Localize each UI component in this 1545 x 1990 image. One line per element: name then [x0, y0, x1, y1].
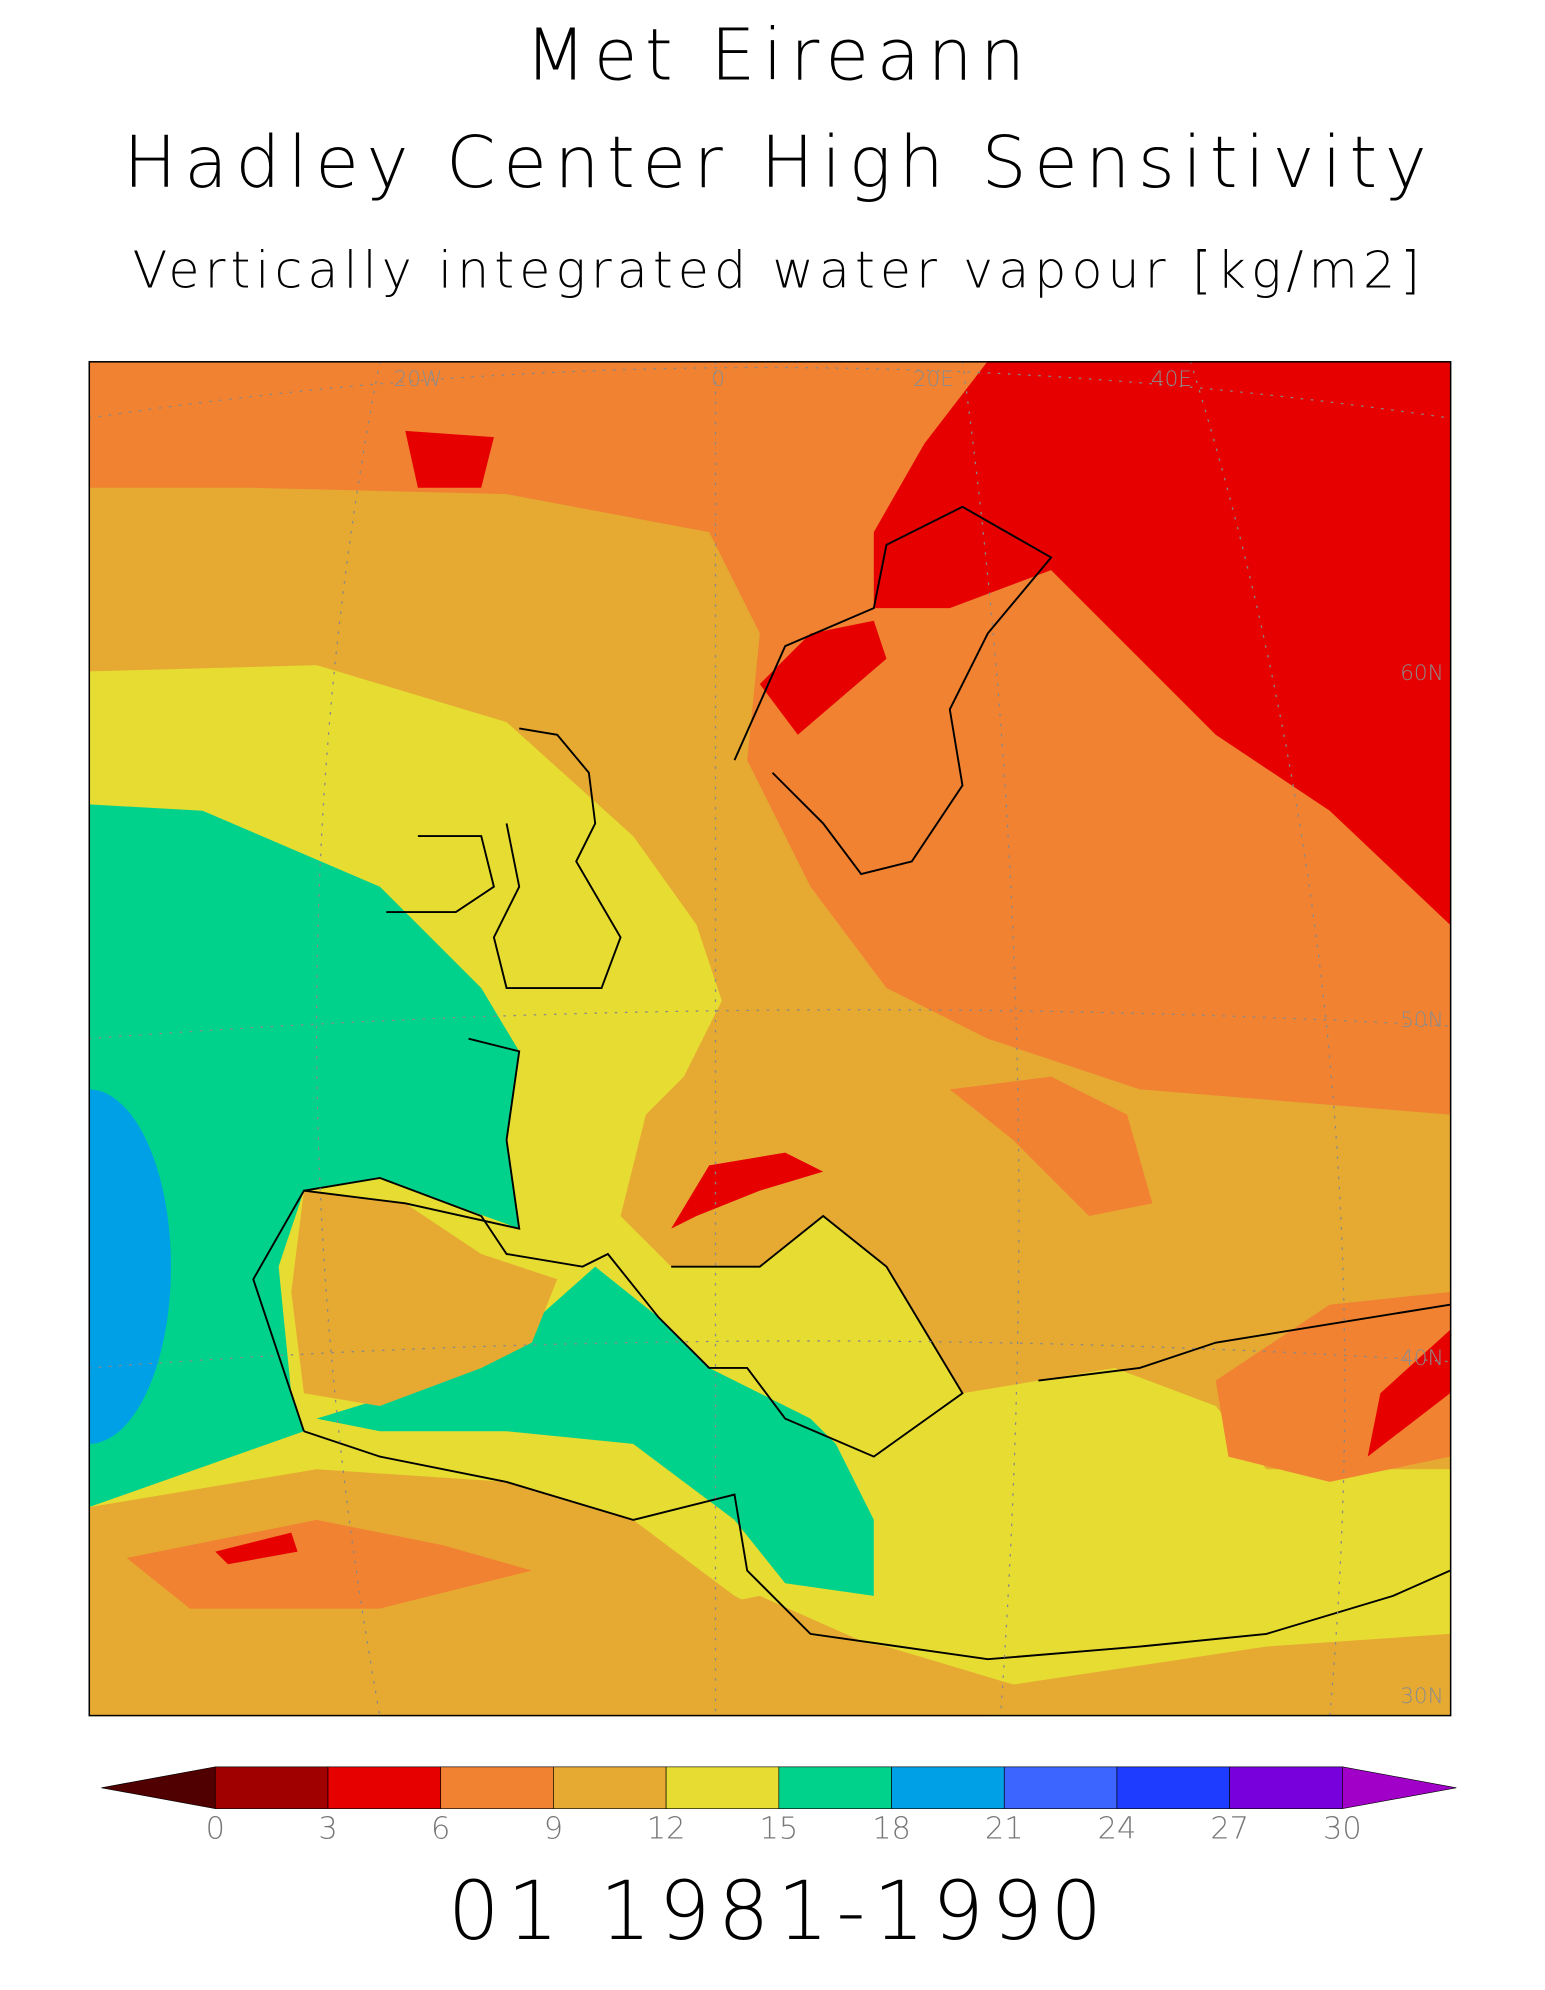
field-region	[873, 361, 1451, 925]
colorbar-tick-label: 0	[206, 1812, 225, 1847]
colorbar-tick-label: 12	[647, 1812, 686, 1847]
colorbar-box	[778, 1766, 892, 1809]
graticule	[88, 1009, 1451, 1040]
coastline	[303, 1177, 964, 1458]
field-region	[291, 1190, 558, 1406]
lon-label: 40E	[1151, 367, 1192, 392]
lon-label: 0	[711, 367, 725, 392]
field-region	[759, 620, 887, 735]
model-name: Hadley Center High Sensitivity	[123, 121, 1434, 204]
coastline	[1038, 1303, 1451, 1382]
colorbar-over	[1342, 1766, 1457, 1810]
colorbar-tick-label: 21	[985, 1812, 1024, 1847]
colorbar-box	[553, 1766, 667, 1809]
coastline	[733, 505, 1053, 876]
colorbar-tick-label: 3	[318, 1812, 337, 1847]
colorbar-box	[440, 1766, 554, 1809]
graticule	[1189, 361, 1346, 1717]
colorbar-box	[1116, 1766, 1230, 1809]
field-region	[405, 430, 494, 488]
field-region	[88, 1089, 171, 1444]
field-region	[949, 1076, 1153, 1216]
map-frame	[88, 361, 1452, 1717]
variable-name: Vertically integrated water vapour [kg/m…	[133, 240, 1425, 299]
colorbar-tick-label: 6	[431, 1812, 450, 1847]
coastline	[252, 1037, 521, 1432]
colorbar-tick-label: 15	[760, 1812, 799, 1847]
colorbar-box	[1229, 1766, 1343, 1809]
map	[88, 361, 1451, 1717]
field-region	[1367, 1329, 1451, 1457]
field-region	[316, 1266, 874, 1596]
graticule	[315, 361, 381, 1717]
colorbar-tick-label: 30	[1323, 1812, 1362, 1847]
colorbar-box	[665, 1766, 780, 1809]
colorbar-box	[327, 1766, 442, 1809]
colorbar-tick-label: 18	[872, 1812, 911, 1847]
lon-label: 20E	[913, 367, 954, 392]
colorbar: 0 3 6 9 12 15 18 21 24 27 30	[101, 1766, 1457, 1847]
field-region	[215, 1532, 298, 1565]
coastline	[492, 727, 622, 989]
colorbar-tick-label: 27	[1210, 1812, 1249, 1847]
lat-label: 50N	[1400, 1008, 1443, 1033]
coastline	[303, 1430, 1451, 1661]
title: Met Eireann	[525, 13, 1033, 96]
coastline	[386, 835, 495, 914]
colorbar-box	[891, 1766, 1005, 1809]
lon-label: 20W	[394, 367, 443, 392]
lat-label: 30N	[1400, 1684, 1443, 1709]
field-region	[88, 804, 520, 1508]
footer-period: 01 1981-1990	[448, 1865, 1110, 1959]
colorbar-tick-label: 24	[1098, 1812, 1137, 1847]
graticule	[88, 1340, 1451, 1369]
field-region	[671, 1152, 824, 1229]
colorbar-box	[1003, 1766, 1118, 1809]
colorbar-tick-label: 9	[544, 1812, 563, 1847]
lat-label: 40N	[1400, 1346, 1443, 1371]
field-region	[126, 1519, 532, 1609]
colorbar-box	[214, 1766, 329, 1809]
colorbar-under	[101, 1766, 216, 1810]
lat-label: 60N	[1400, 661, 1443, 686]
